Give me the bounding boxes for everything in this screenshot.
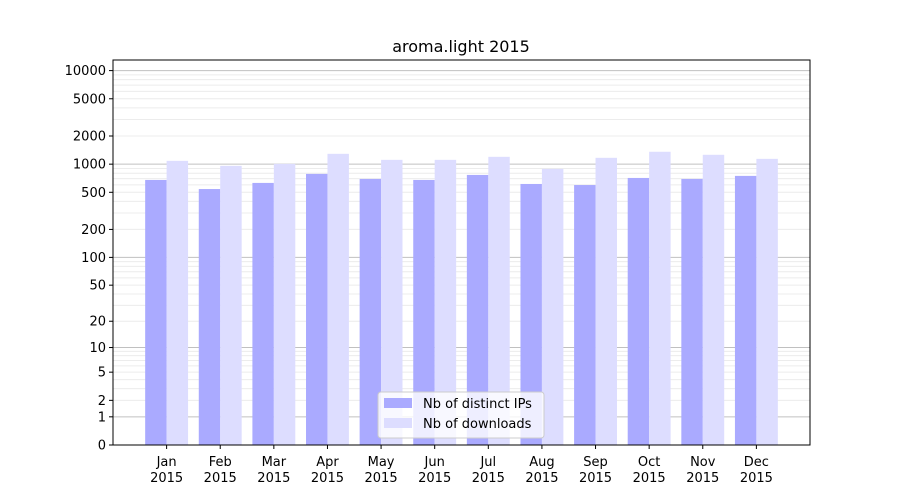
y-tick-label: 5000 — [73, 92, 106, 107]
x-tick-label: Apr 2015 — [311, 455, 344, 486]
x-tick-label: Jan 2015 — [150, 455, 183, 486]
bar-distinct-ips — [413, 179, 435, 445]
bar-downloads — [595, 157, 617, 445]
y-axis: 0 12 5 10 20 50 100 200 500 1000 2000 5000 10000 — [65, 64, 113, 454]
bar-distinct-ips — [520, 183, 542, 445]
x-tick-label: Jun 2015 — [418, 455, 451, 486]
bar-distinct-ips — [466, 174, 489, 446]
x-tick-label: Feb 2015 — [204, 455, 237, 486]
bar-distinct-ips — [734, 175, 757, 445]
x-axis: Jan 2015 Feb 2015 Mar 2015 Apr 2015 May 2015 Jun 20… — [150, 445, 773, 486]
bar-downloads — [220, 165, 242, 445]
y-tick-label: 10 — [89, 341, 106, 356]
x-tick-label: Nov 2015 — [686, 455, 719, 486]
bar-downloads — [273, 163, 296, 445]
x-tick-label: Dec 2015 — [740, 455, 773, 486]
bar-distinct-ips — [145, 179, 167, 445]
x-tick-label: May 2015 — [365, 455, 398, 486]
bar-distinct-ips — [681, 178, 703, 446]
legend-box — [377, 391, 545, 439]
bar-downloads — [702, 154, 725, 446]
y-tick-label: 0 — [98, 439, 106, 454]
legend-swatch — [384, 418, 412, 428]
bar-distinct-ips — [198, 189, 221, 445]
y-tick-label: 2000 — [73, 130, 106, 145]
y-tick-label: 5 — [98, 366, 106, 381]
bar-downloads — [488, 156, 510, 446]
bar-distinct-ips — [252, 182, 274, 446]
y-tick-label: 100 — [81, 251, 106, 266]
bar-distinct-ips — [574, 185, 596, 446]
x-tick-label: Sep 2015 — [579, 455, 612, 486]
y-tick-label: 50 — [89, 279, 106, 294]
bar-downloads — [327, 153, 349, 445]
y-tick-label: 2 — [98, 394, 106, 409]
bar-downloads — [166, 160, 189, 446]
bar-downloads — [434, 159, 457, 445]
legend-label: Nb of downloads — [423, 417, 532, 432]
y-tick-label: 1 — [98, 410, 106, 425]
bar-downloads — [649, 151, 671, 446]
y-tick-label: 20 — [89, 315, 106, 330]
y-tick-label: 1000 — [73, 158, 106, 173]
y-tick-label: 500 — [81, 186, 106, 201]
bar-downloads — [756, 158, 778, 445]
legend-swatch — [384, 398, 412, 408]
bar-downloads — [541, 168, 564, 445]
x-tick-label: Mar 2015 — [257, 455, 290, 486]
bar-distinct-ips — [627, 177, 650, 446]
plot-frame — [112, 59, 811, 446]
bars — [145, 151, 778, 446]
legend-label: Nb of distinct IPs — [423, 397, 532, 412]
bar-distinct-ips — [306, 173, 328, 446]
y-tick-label: 10000 — [65, 64, 106, 79]
bar-downloads — [381, 159, 403, 445]
chart-title: aroma.light 2015 — [392, 37, 530, 56]
x-tick-label: Aug 2015 — [525, 455, 558, 486]
y-tick-label: 200 — [81, 223, 106, 238]
x-tick-label: Jul 2015 — [472, 455, 505, 486]
legend: Nb of distinct IPs Nb of downloads — [377, 391, 545, 439]
x-tick-label: Oct 2015 — [633, 455, 666, 486]
bar-distinct-ips — [359, 178, 382, 446]
